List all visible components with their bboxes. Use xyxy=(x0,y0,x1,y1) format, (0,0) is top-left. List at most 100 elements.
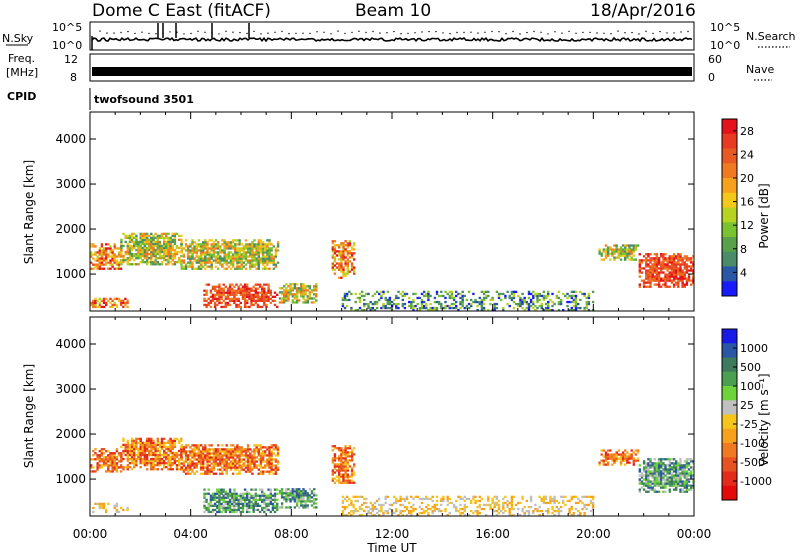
velocity-cell xyxy=(221,456,224,459)
power-cell xyxy=(218,299,221,302)
power-cell xyxy=(237,289,240,292)
power-cell xyxy=(517,294,520,298)
velocity-cell xyxy=(175,468,179,471)
power-cell xyxy=(242,249,245,252)
velocity-cell xyxy=(401,514,404,517)
power-cell xyxy=(163,254,166,258)
velocity-cell xyxy=(467,514,471,517)
power-cell xyxy=(651,279,654,282)
velocity-cell xyxy=(514,503,518,507)
velocity-cell xyxy=(231,464,235,467)
power-cell xyxy=(109,305,112,309)
power-cell xyxy=(222,293,225,296)
power-cell xyxy=(92,253,95,256)
power-cell xyxy=(280,293,284,296)
power-cell xyxy=(102,305,106,309)
power-cell xyxy=(92,305,95,309)
velocity-cell xyxy=(341,505,345,509)
power-cell xyxy=(397,296,400,300)
velocity-cell xyxy=(246,494,249,497)
velocity-cell xyxy=(287,498,290,501)
velocity-cell xyxy=(344,465,347,468)
power-cell xyxy=(231,291,234,294)
velocity-cell xyxy=(291,494,294,497)
power-cell xyxy=(527,302,531,306)
velocity-cell xyxy=(457,509,460,513)
velocity-cell xyxy=(216,500,219,503)
velocity-cell xyxy=(263,496,266,499)
power-cell xyxy=(251,265,254,268)
power-cell xyxy=(261,293,264,296)
velocity-cell xyxy=(638,474,641,477)
power-cell xyxy=(191,265,194,268)
velocity-cell xyxy=(240,448,243,451)
nsearch-point xyxy=(288,32,290,35)
power-cell xyxy=(240,255,243,258)
power-cell xyxy=(433,296,437,300)
velocity-cell xyxy=(248,510,251,514)
velocity-cell xyxy=(577,509,580,513)
power-cell xyxy=(128,236,132,239)
velocity-cell xyxy=(495,509,499,513)
power-cell xyxy=(94,245,97,248)
power-cell xyxy=(160,261,164,264)
power-cell xyxy=(111,263,114,266)
velocity-cell xyxy=(587,503,591,507)
velocity-cell xyxy=(171,457,174,461)
power-cell xyxy=(264,251,267,254)
velocity-cell xyxy=(233,510,236,514)
velocity-cell xyxy=(664,464,667,467)
velocity-cell xyxy=(197,446,201,449)
power-cell xyxy=(493,306,496,310)
power-cell xyxy=(167,246,170,250)
velocity-cell xyxy=(122,451,125,455)
power-cell xyxy=(497,292,501,296)
power-cell xyxy=(335,244,339,247)
power-cell xyxy=(685,269,689,272)
power-cell xyxy=(338,254,341,257)
velocity-cell xyxy=(211,508,215,512)
velocity-cell xyxy=(212,452,216,455)
velocity-cell xyxy=(268,450,271,453)
velocity-cell xyxy=(204,450,207,453)
power-cell xyxy=(137,252,140,256)
velocity-cell xyxy=(115,468,119,471)
velocity-cell xyxy=(660,464,663,467)
velocity-cell xyxy=(145,459,149,463)
power-cell xyxy=(150,236,153,239)
power-cell xyxy=(455,300,458,304)
power-cell xyxy=(557,290,561,293)
velocity-cell xyxy=(662,468,665,471)
velocity-cell xyxy=(111,460,114,463)
power-cell xyxy=(175,250,179,254)
power-cell xyxy=(333,258,337,261)
power-cell xyxy=(253,263,256,266)
power-cell xyxy=(241,297,245,300)
velocity-cell xyxy=(253,448,256,451)
power-cell xyxy=(609,258,612,261)
power-cell xyxy=(331,250,334,253)
power-cell xyxy=(346,264,349,267)
power-cell xyxy=(624,250,627,253)
velocity-cell xyxy=(237,498,240,501)
velocity-cell xyxy=(562,495,565,498)
power-cell xyxy=(212,247,216,250)
x-axis-label: Time UT xyxy=(366,541,417,554)
power-cell xyxy=(167,250,170,254)
velocity-cell xyxy=(664,482,667,485)
velocity-cell xyxy=(195,452,198,455)
velocity-cell xyxy=(111,456,114,459)
velocity-cell xyxy=(289,490,292,493)
power-cell xyxy=(482,306,486,310)
power-cell xyxy=(638,269,641,272)
time-tick-label: 00:00 xyxy=(677,527,712,541)
power-cell xyxy=(180,265,183,268)
power-cell xyxy=(628,258,631,261)
velocity-cell xyxy=(251,466,254,469)
power-cell xyxy=(681,269,684,272)
velocity-cell xyxy=(115,450,119,453)
power-cell xyxy=(211,299,215,302)
velocity-cell xyxy=(113,506,116,510)
velocity-cell xyxy=(687,472,691,475)
power-cell xyxy=(302,283,305,286)
